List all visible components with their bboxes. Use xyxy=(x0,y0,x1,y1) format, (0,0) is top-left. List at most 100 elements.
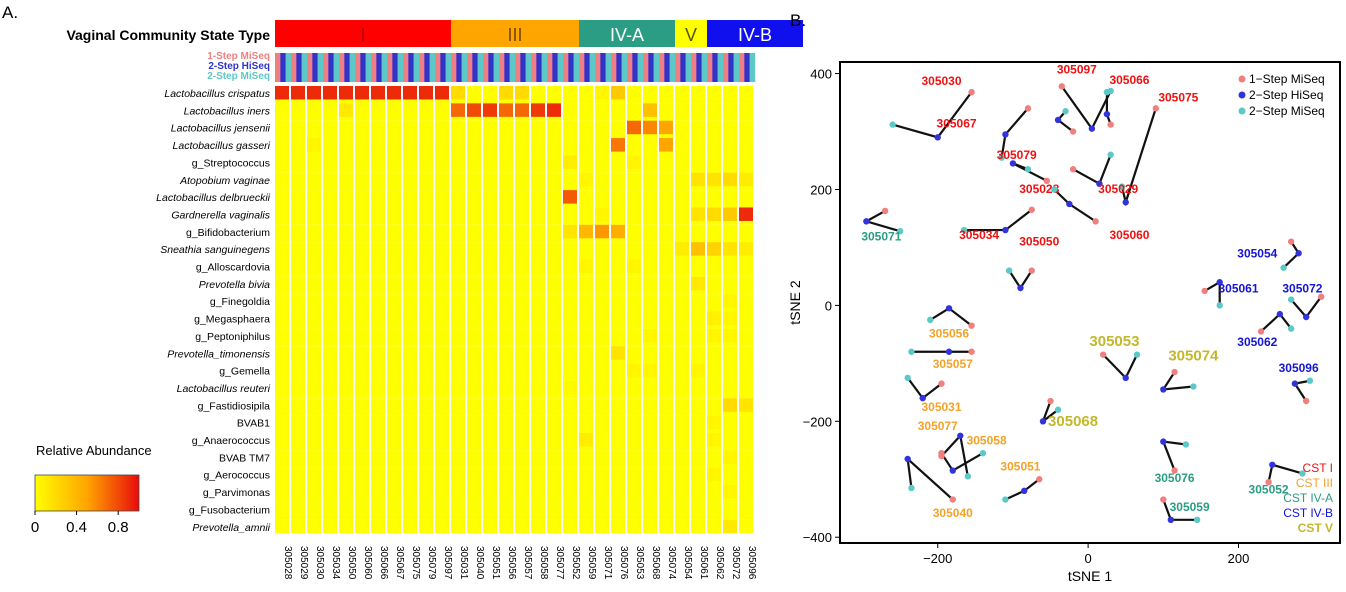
heat-cell xyxy=(435,380,449,399)
sample-point xyxy=(1287,296,1295,303)
method-stripe xyxy=(541,53,548,82)
sample-point xyxy=(1039,418,1047,425)
heat-cell xyxy=(307,242,321,260)
heat-cell xyxy=(707,259,721,277)
heat-cell xyxy=(595,415,609,433)
heat-cell xyxy=(611,398,625,416)
heat-cell xyxy=(323,190,337,208)
heat-cell xyxy=(435,259,449,277)
heat-cell xyxy=(483,415,497,433)
heat-cell xyxy=(499,276,513,295)
heat-cell xyxy=(547,259,561,277)
sample-point xyxy=(968,88,975,96)
heat-cell xyxy=(483,380,497,399)
heat-cell-value xyxy=(691,207,705,221)
method-stripe xyxy=(509,53,516,82)
heat-cell xyxy=(467,415,481,433)
heat-cell xyxy=(739,415,753,433)
heat-cell xyxy=(339,363,353,381)
heat-cell xyxy=(387,346,401,364)
heat-cell xyxy=(739,519,753,534)
heat-cell xyxy=(643,259,657,277)
heat-cell xyxy=(291,450,305,468)
heat-cell xyxy=(707,519,721,534)
heat-cell xyxy=(355,415,369,433)
heat-cell xyxy=(675,433,689,451)
heat-cell xyxy=(531,380,545,399)
heat-cell xyxy=(707,294,721,312)
heat-cell-value xyxy=(275,86,289,100)
heat-cell xyxy=(547,467,561,486)
sample-link xyxy=(1072,154,1112,186)
method-stripe xyxy=(643,53,649,82)
sample-label: 305060 xyxy=(362,546,373,580)
sample-point xyxy=(1009,160,1017,167)
sample-link xyxy=(1204,280,1221,306)
heat-cell xyxy=(467,86,481,104)
sample-point xyxy=(998,154,1005,161)
heat-cell xyxy=(595,363,609,381)
heat-cell xyxy=(387,519,401,534)
heat-cell xyxy=(387,190,401,208)
heat-cell xyxy=(707,380,721,399)
heat-cell xyxy=(355,242,369,260)
heat-cell-value xyxy=(627,120,641,135)
heat-cell xyxy=(307,415,321,433)
heat-cell xyxy=(403,415,417,433)
heat-cell xyxy=(659,398,673,416)
heat-cell xyxy=(547,224,561,243)
heat-cell xyxy=(371,450,385,468)
heat-cell xyxy=(355,103,369,121)
sample-point xyxy=(908,484,915,492)
heat-cell xyxy=(387,155,401,173)
heat-cell xyxy=(467,328,481,347)
heat-cell xyxy=(659,485,673,503)
sample-point xyxy=(1002,496,1009,503)
heat-cell xyxy=(403,433,417,451)
heat-cell xyxy=(675,155,689,173)
method-stripe xyxy=(296,53,302,82)
method-stripe xyxy=(600,53,606,82)
heat-cell xyxy=(595,190,609,208)
sample-label: 305029 xyxy=(298,546,309,580)
heat-cell xyxy=(339,259,353,277)
heat-cell xyxy=(675,485,689,503)
heat-cell xyxy=(707,86,721,104)
method-stripe xyxy=(392,53,398,82)
heat-cell xyxy=(611,276,625,295)
heat-cell xyxy=(595,467,609,486)
sample-id-label: 305059 xyxy=(1170,500,1210,514)
legend-marker xyxy=(1238,107,1246,115)
method-row-label: 2-Step HiSeq xyxy=(208,61,270,72)
heat-cell xyxy=(307,103,321,121)
heat-cell xyxy=(291,224,305,243)
heat-cell xyxy=(675,328,689,347)
sample-point xyxy=(1036,476,1043,483)
heat-cell xyxy=(739,380,753,399)
heat-cell xyxy=(659,86,673,104)
heat-cell xyxy=(611,190,625,208)
plot-frame xyxy=(839,61,1341,544)
heat-cell xyxy=(275,415,289,433)
heat-cell xyxy=(691,346,705,364)
heat-cell xyxy=(403,138,417,156)
method-stripe xyxy=(349,53,356,82)
sample-id-label: 305028 xyxy=(1019,182,1059,196)
heat-cell xyxy=(339,485,353,503)
heat-cell xyxy=(291,433,305,451)
heat-cell xyxy=(531,415,545,433)
heat-cell xyxy=(563,328,577,347)
heat-cell xyxy=(451,190,465,208)
heat-cell xyxy=(403,380,417,399)
heat-cell xyxy=(627,485,641,503)
cst-band-2 xyxy=(579,20,675,47)
sample-link xyxy=(1260,312,1292,333)
heat-cell xyxy=(675,380,689,399)
heat-cell xyxy=(691,138,705,156)
heat-cell xyxy=(643,415,657,433)
method-stripe xyxy=(696,53,702,82)
heat-cell xyxy=(291,242,305,260)
heat-cell xyxy=(275,311,289,329)
heat-cell xyxy=(739,190,753,208)
sample-label: 305031 xyxy=(458,546,469,580)
